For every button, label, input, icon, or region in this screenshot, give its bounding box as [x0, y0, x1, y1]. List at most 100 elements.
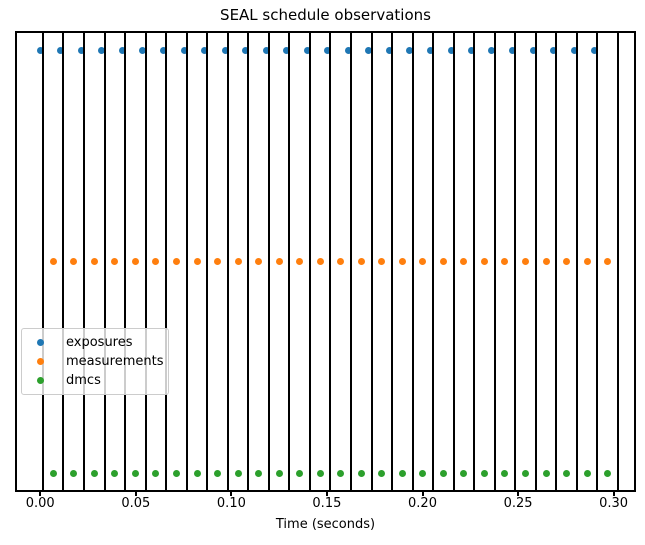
measurement-point	[357, 258, 365, 265]
schedule-boundary-line	[596, 31, 599, 492]
exposure-point	[591, 46, 599, 54]
measurement-point	[522, 258, 529, 265]
schedule-boundary-line	[124, 31, 127, 492]
schedule-boundary-line	[349, 31, 352, 492]
x-tick-label: 0.05	[121, 496, 151, 511]
exposure-point	[365, 46, 373, 54]
dmc-point	[357, 469, 365, 477]
measurement-point	[70, 258, 78, 265]
schedule-boundary-line	[103, 31, 106, 492]
exposure-point	[385, 46, 393, 54]
dmc-point	[419, 469, 427, 477]
measurement-point	[111, 258, 119, 265]
dmc-point	[255, 469, 262, 477]
dmc-point	[70, 469, 78, 477]
dmc-point	[234, 469, 242, 477]
schedule-boundary-line	[165, 31, 168, 492]
measurement-point	[296, 258, 304, 265]
measurement-point	[439, 258, 447, 265]
x-tick-mark	[39, 492, 42, 496]
x-tick-label: 0.00	[25, 496, 55, 511]
exposure-point	[488, 46, 496, 54]
exposure-point	[447, 46, 455, 54]
measurement-point	[604, 258, 612, 265]
exposure-point	[344, 46, 352, 54]
schedule-boundary-line	[288, 31, 291, 492]
legend-item-dmcs: dmcs	[22, 371, 168, 390]
dmc-point	[439, 469, 447, 477]
exposure-point	[118, 46, 126, 54]
measurement-point	[49, 258, 57, 265]
exposure-point	[303, 46, 311, 54]
x-tick-label: 0.30	[599, 496, 629, 511]
x-axis-label: Time (seconds)	[275, 517, 376, 532]
x-tick-mark	[134, 492, 137, 496]
dmc-point	[398, 469, 406, 477]
exposure-point	[221, 46, 229, 54]
schedule-boundary-line	[390, 31, 393, 492]
exposure-point	[139, 46, 147, 54]
dmc-point	[563, 469, 571, 477]
dmc-point	[501, 469, 509, 477]
measurement-point	[234, 258, 242, 265]
schedule-boundary-line	[616, 31, 619, 492]
dmc-point	[337, 469, 345, 477]
schedule-boundary-line	[308, 31, 311, 492]
schedule-boundary-line	[452, 31, 455, 492]
schedule-boundary-line	[83, 31, 85, 492]
dmc-point	[542, 469, 550, 477]
dmc-point	[275, 469, 283, 477]
measurement-point	[542, 258, 550, 265]
exposure-point	[262, 46, 270, 54]
dmc-point	[131, 469, 139, 477]
exposure-point	[529, 46, 537, 54]
legend-label-measurements: measurements	[66, 354, 164, 369]
x-tick-label: 0.25	[503, 496, 533, 511]
dmc-point	[49, 469, 57, 477]
measurement-point	[378, 258, 386, 265]
exposure-point	[283, 46, 291, 54]
schedule-boundary-line	[555, 31, 558, 492]
schedule-boundary-line	[206, 31, 209, 492]
exposure-point	[550, 46, 558, 54]
dmc-point	[316, 469, 324, 477]
exposure-point	[200, 46, 208, 54]
schedule-boundary-line	[370, 31, 373, 492]
measurements-marker	[37, 358, 44, 365]
dmc-point	[111, 469, 119, 477]
dmc-point	[193, 469, 201, 477]
dmc-point	[522, 469, 529, 477]
schedule-boundary-line	[247, 31, 250, 492]
exposure-point	[36, 46, 44, 54]
measurement-point	[193, 258, 201, 265]
plot-area: exposures measurements dmcs	[15, 31, 636, 492]
legend-item-exposures: exposures	[22, 333, 168, 352]
measurement-point	[583, 258, 591, 265]
measurement-point	[337, 258, 345, 265]
exposure-point	[406, 46, 414, 54]
exposure-point	[509, 46, 516, 54]
measurement-point	[419, 258, 427, 265]
measurement-point	[255, 258, 262, 265]
measurement-point	[131, 258, 139, 265]
dmc-point	[152, 469, 160, 477]
exposure-point	[426, 46, 434, 54]
dmc-point	[172, 469, 180, 477]
dmc-point	[296, 469, 304, 477]
x-tick-mark	[517, 492, 520, 496]
exposure-point	[324, 46, 332, 54]
measurement-point	[563, 258, 571, 265]
exposure-point	[180, 46, 188, 54]
schedule-boundary-line	[41, 31, 44, 492]
measurement-point	[480, 258, 488, 265]
x-tick-mark	[230, 492, 233, 496]
exposure-point	[57, 46, 65, 54]
x-tick-mark	[421, 492, 424, 496]
schedule-boundary-line	[534, 31, 537, 492]
schedule-boundary-line	[329, 31, 332, 492]
schedule-boundary-line	[432, 31, 434, 492]
dmc-point	[604, 469, 612, 477]
schedule-boundary-line	[185, 31, 188, 492]
schedule-boundary-line	[575, 31, 578, 492]
